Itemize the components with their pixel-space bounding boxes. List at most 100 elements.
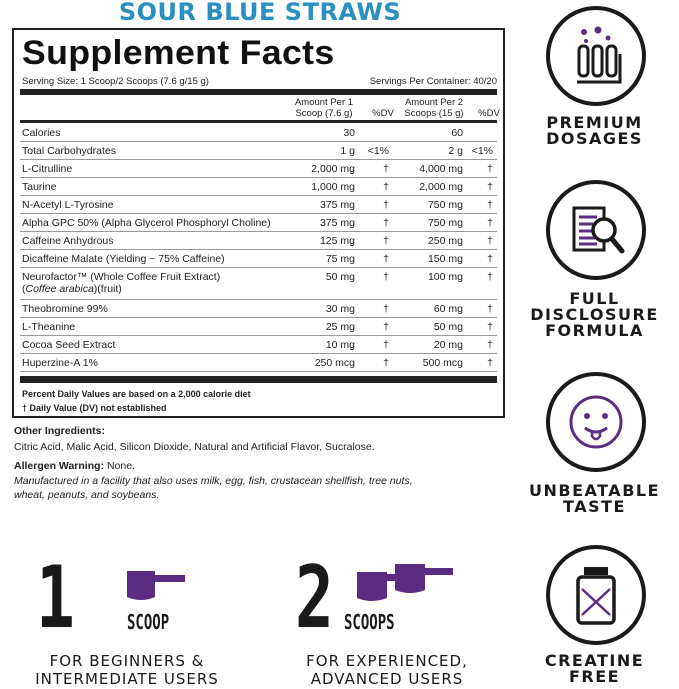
- nutrient-a1: 375 mg: [319, 217, 355, 229]
- nutrient-row: Caffeine Anhydrous 125 mg † 250 mg †: [20, 232, 497, 250]
- nutrient-a1: 125 mg: [319, 235, 355, 247]
- nutrient-name: Huperzine-A 1%: [22, 357, 98, 369]
- nutrient-a1: 30 mg: [325, 303, 355, 315]
- nutrient-row: L-Citrulline 2,000 mg † 4,000 mg †: [20, 160, 497, 178]
- badge-full-disclosure: FULL DISCLOSURE FORMULA: [530, 289, 659, 340]
- nutrient-d1: †: [383, 271, 389, 283]
- header-amount2: Amount Per 2 Scoops (15 g): [404, 97, 464, 119]
- nutrient-name: Alpha GPC 50% (Alpha Glycerol Phosphoryl…: [22, 217, 271, 229]
- serving-size: Serving Size: 1 Scoop/2 Scoops (7.6 g/15…: [22, 76, 209, 87]
- nutrient-name: Total Carbohydrates: [22, 145, 116, 157]
- nutrient-d1: †: [383, 217, 389, 229]
- nutrient-row: Cocoa Seed Extract 10 mg † 20 mg †: [20, 336, 497, 354]
- nutrient-d1: <1%: [367, 145, 389, 157]
- nutrient-d2: <1%: [471, 145, 493, 157]
- other-ingredients-label: Other Ingredients:: [14, 425, 106, 437]
- nutrient-a2: 750 mg: [427, 199, 463, 211]
- nutrient-d1: †: [383, 339, 389, 351]
- nutrient-name: L-Citrulline: [22, 163, 73, 175]
- nutrient-d2: †: [487, 181, 493, 193]
- nutrient-name: Cocoa Seed Extract: [22, 339, 116, 351]
- nutrient-a1: 1 g: [340, 145, 355, 157]
- nutrient-d1: †: [383, 181, 389, 193]
- header-amount1: Amount Per 1 Scoop (7.6 g): [294, 97, 354, 119]
- nutrient-a1: 50 mg: [325, 271, 355, 283]
- nutrient-a1: 375 mg: [319, 199, 355, 211]
- scoops-label: SCOOPS: [344, 610, 395, 634]
- nutrient-d1: †: [383, 163, 389, 175]
- nutrient-a2: 60 mg: [433, 303, 463, 315]
- scoop-label: SCOOP: [127, 610, 170, 634]
- divider: [20, 376, 497, 383]
- flavor-title: SOUR BLUE STRAWS: [118, 0, 402, 26]
- nutrient-d2: †: [487, 339, 493, 351]
- scoop-icon: [127, 571, 185, 600]
- nutrient-d2: †: [487, 271, 493, 283]
- nutrient-name: Calories: [22, 127, 61, 139]
- nutrient-a1: 25 mg: [325, 321, 355, 333]
- nutrient-name: L-Theanine: [22, 321, 76, 333]
- nutrient-name: Taurine: [22, 181, 57, 193]
- supplement-facts-panel: Supplement Facts Serving Size: 1 Scoop/2…: [12, 28, 505, 418]
- badge-premium-dosages: PREMIUM DOSAGES: [546, 113, 643, 148]
- nutrient-a2: 250 mg: [427, 235, 463, 247]
- nutrient-row: Total Carbohydrates 1 g <1% 2 g <1%: [20, 142, 497, 160]
- nutrient-row: Dicaffeine Malate (Yielding ~ 75% Caffei…: [20, 250, 497, 268]
- beginners-caption: FOR BEGINNERS & INTERMEDIATE USERS: [35, 652, 219, 688]
- nutrient-name: Neurofactor™ (Whole Coffee Fruit Extract…: [22, 271, 221, 295]
- nutrient-d1: †: [383, 199, 389, 211]
- nutrient-d2: †: [487, 235, 493, 247]
- nutrient-name: Theobromine 99%: [22, 303, 108, 315]
- nutrient-a2: 2,000 mg: [419, 181, 463, 193]
- nutrient-d2: †: [487, 303, 493, 315]
- tongue-face-icon: [546, 372, 646, 472]
- nutrient-a1: 250 mcg: [314, 357, 355, 369]
- nutrient-a2: 100 mg: [427, 271, 463, 283]
- nutrient-d2: †: [487, 217, 493, 229]
- nutrient-name: Caffeine Anhydrous: [22, 235, 114, 247]
- nutrient-a2: 50 mg: [433, 321, 463, 333]
- header-dv2: %DV: [478, 108, 500, 119]
- nutrient-a2: 750 mg: [427, 217, 463, 229]
- nutrient-d2: †: [487, 163, 493, 175]
- test-tubes-icon: [546, 6, 646, 106]
- nutrient-d1: †: [383, 253, 389, 265]
- nutrient-name: N-Acetyl L-Tyrosine: [22, 199, 114, 211]
- nutrient-a1: 30: [343, 127, 355, 139]
- other-ingredients-text: Citric Acid, Malic Acid, Silicon Dioxide…: [14, 441, 375, 453]
- crossed-jar-icon: [546, 545, 646, 645]
- nutrient-row: Calories 30 60: [20, 124, 497, 142]
- nutrient-row: Huperzine-A 1% 250 mcg † 500 mcg †: [20, 354, 497, 372]
- nutrient-d1: †: [383, 357, 389, 369]
- nutrient-row: N-Acetyl L-Tyrosine 375 mg † 750 mg †: [20, 196, 497, 214]
- nutrient-a1: 10 mg: [325, 339, 355, 351]
- nutrient-row: Neurofactor™ (Whole Coffee Fruit Extract…: [20, 268, 497, 300]
- nutrient-d2: †: [487, 253, 493, 265]
- divider: [20, 120, 497, 123]
- nutrient-a2: 150 mg: [427, 253, 463, 265]
- nutrient-d1: †: [383, 235, 389, 247]
- nutrient-a1: 75 mg: [325, 253, 355, 265]
- nutrient-row: Theobromine 99% 30 mg † 60 mg †: [20, 300, 497, 318]
- servings-per-container: Servings Per Container: 40/20: [369, 76, 497, 87]
- badge-unbeatable-taste: UNBEATABLE TASTE: [528, 481, 661, 516]
- nutrient-a2: 20 mg: [433, 339, 463, 351]
- nutrient-row: L-Theanine 25 mg † 50 mg †: [20, 318, 497, 336]
- nutrient-a2: 2 g: [448, 145, 463, 157]
- footnote-dv-basis: Percent Daily Values are based on a 2,00…: [22, 389, 251, 399]
- document-magnifier-icon: [546, 180, 646, 280]
- two-scoops-icon: [357, 564, 453, 601]
- facility-note-1: Manufactured in a facility that also use…: [14, 475, 413, 487]
- nutrient-name: Dicaffeine Malate (Yielding ~ 75% Caffei…: [22, 253, 225, 265]
- nutrient-a2: 4,000 mg: [419, 163, 463, 175]
- nutrient-a1: 1,000 mg: [311, 181, 355, 193]
- nutrient-a2: 500 mcg: [422, 357, 463, 369]
- badge-creatine-free: CREATINE FREE: [544, 651, 645, 686]
- two-scoops-number: 2: [295, 548, 334, 648]
- nutrient-a1: 2,000 mg: [311, 163, 355, 175]
- nutrient-d1: †: [383, 303, 389, 315]
- header-dv1: %DV: [372, 108, 394, 119]
- nutrient-row: Alpha GPC 50% (Alpha Glycerol Phosphoryl…: [20, 214, 497, 232]
- allergen-warning: Allergen Warning: None.: [14, 460, 135, 472]
- one-scoop-number: 1: [36, 548, 75, 648]
